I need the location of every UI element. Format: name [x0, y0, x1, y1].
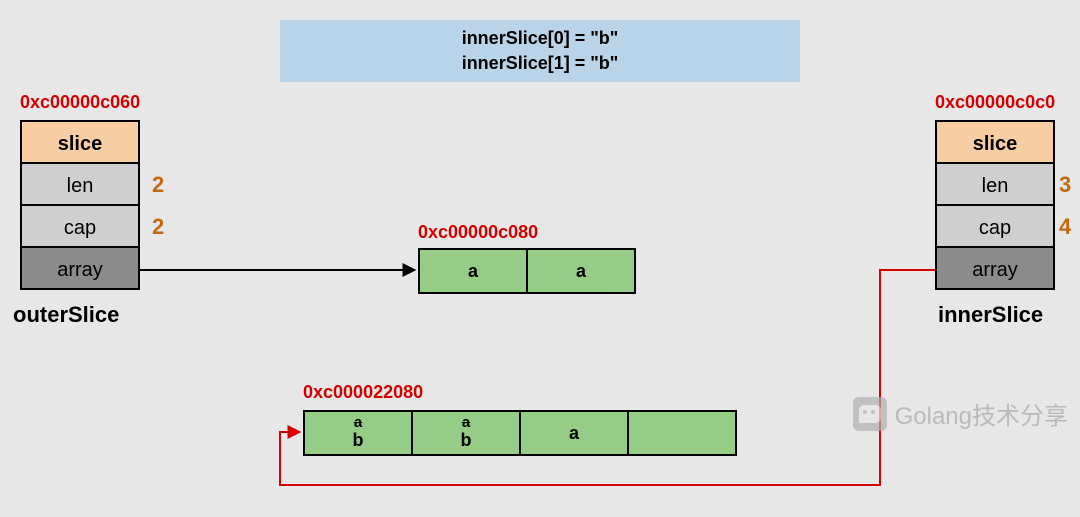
outer-slice-cell-slice: slice: [20, 120, 140, 164]
array1-val-1: a: [576, 261, 586, 282]
array2: a b a b a: [303, 410, 737, 456]
code-line-2: innerSlice[1] = "b": [280, 51, 800, 76]
outer-slice-cell-array: array: [20, 246, 140, 290]
outer-slice-cell-len: len: [20, 162, 140, 206]
inner-slice-struct: slice len cap array: [935, 120, 1055, 290]
outer-slice-cell-cap: cap: [20, 204, 140, 248]
array1-cell-0: a: [418, 248, 528, 294]
inner-slice-name: innerSlice: [938, 302, 1043, 328]
inner-slice-addr: 0xc00000c0c0: [935, 92, 1055, 113]
array1-cell-1: a: [526, 248, 636, 294]
inner-slice-cell-slice: slice: [935, 120, 1055, 164]
inner-len-value: 3: [1059, 172, 1071, 198]
array2-old-1: a: [462, 415, 470, 430]
array1-val-0: a: [468, 261, 478, 282]
array2-val-0: b: [353, 430, 364, 451]
array2-old-0: a: [354, 415, 362, 430]
wechat-icon: [853, 397, 887, 431]
outer-len-value: 2: [152, 172, 164, 198]
array2-cell-3: [627, 410, 737, 456]
array1-addr: 0xc00000c080: [418, 222, 538, 243]
outer-slice-struct: slice len cap array: [20, 120, 140, 290]
array2-cell-2: a: [519, 410, 629, 456]
array2-cell-0: a b: [303, 410, 413, 456]
watermark-text: Golang技术分享: [895, 396, 1068, 431]
outer-slice-addr: 0xc00000c060: [20, 92, 140, 113]
inner-cap-value: 4: [1059, 214, 1071, 240]
array1: a a: [418, 248, 636, 294]
code-line-1: innerSlice[0] = "b": [280, 26, 800, 51]
inner-slice-cell-cap: cap: [935, 204, 1055, 248]
code-banner: innerSlice[0] = "b" innerSlice[1] = "b": [280, 20, 800, 82]
inner-slice-cell-array: array: [935, 246, 1055, 290]
array2-cell-1: a b: [411, 410, 521, 456]
array2-val-1: b: [461, 430, 472, 451]
watermark: Golang技术分享: [853, 396, 1068, 431]
inner-slice-cell-len: len: [935, 162, 1055, 206]
array2-val-2: a: [569, 423, 579, 444]
array2-addr: 0xc000022080: [303, 382, 423, 403]
outer-slice-name: outerSlice: [13, 302, 119, 328]
outer-cap-value: 2: [152, 214, 164, 240]
